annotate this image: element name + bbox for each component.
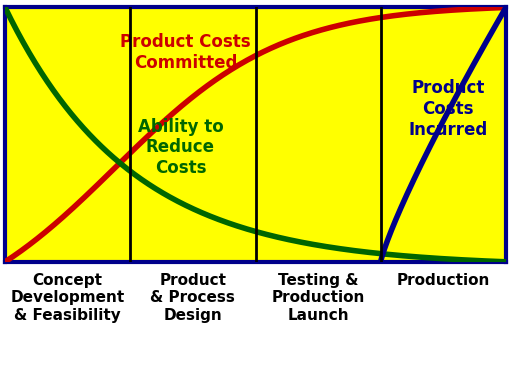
Text: Production: Production [397, 273, 490, 288]
Text: Concept
Development
& Feasibility: Concept Development & Feasibility [11, 273, 125, 323]
Text: Ability to
Reduce
Costs: Ability to Reduce Costs [137, 117, 223, 177]
Text: Product Costs
Committed: Product Costs Committed [120, 33, 251, 72]
Text: Product
Costs
Incurred: Product Costs Incurred [409, 79, 488, 139]
Text: Testing &
Production
Launch: Testing & Production Launch [271, 273, 365, 323]
Text: Product
& Process
Design: Product & Process Design [150, 273, 236, 323]
